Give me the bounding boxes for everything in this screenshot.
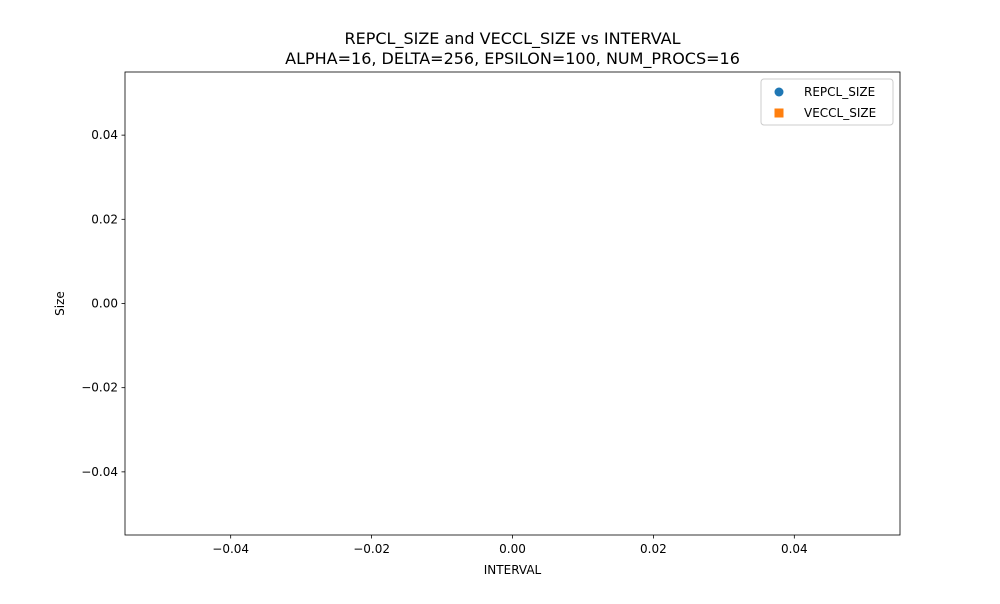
chart-subtitle: ALPHA=16, DELTA=256, EPSILON=100, NUM_PR…: [285, 49, 740, 69]
legend-label: VECCL_SIZE: [804, 106, 876, 120]
legend: REPCL_SIZE VECCL_SIZE: [760, 78, 894, 126]
legend-box: [760, 78, 894, 126]
legend-marker: [774, 108, 784, 118]
y-axis-label: Size: [53, 291, 67, 316]
x-tick-label: 0.04: [781, 542, 808, 556]
legend-marker: [774, 87, 784, 97]
x-axis: −0.04 −0.02 0.00 0.02 0.04: [212, 535, 808, 556]
y-tick-label: 0.00: [91, 297, 118, 311]
plot-area: [124, 71, 901, 536]
legend-label: REPCL_SIZE: [804, 85, 875, 99]
y-axis: −0.04 −0.02 0.00 0.02 0.04: [81, 128, 125, 479]
y-tick-label: 0.04: [91, 128, 118, 142]
y-tick-label: −0.04: [81, 465, 118, 479]
x-tick-label: 0.02: [640, 542, 667, 556]
x-tick-label: −0.04: [212, 542, 249, 556]
x-axis-label: INTERVAL: [484, 563, 542, 577]
x-tick-label: 0.00: [499, 542, 526, 556]
y-tick-label: −0.02: [81, 381, 118, 395]
x-tick-label: −0.02: [353, 542, 390, 556]
chart-title: REPCL_SIZE and VECCL_SIZE vs INTERVAL: [344, 29, 680, 49]
y-tick-label: 0.02: [91, 212, 118, 226]
